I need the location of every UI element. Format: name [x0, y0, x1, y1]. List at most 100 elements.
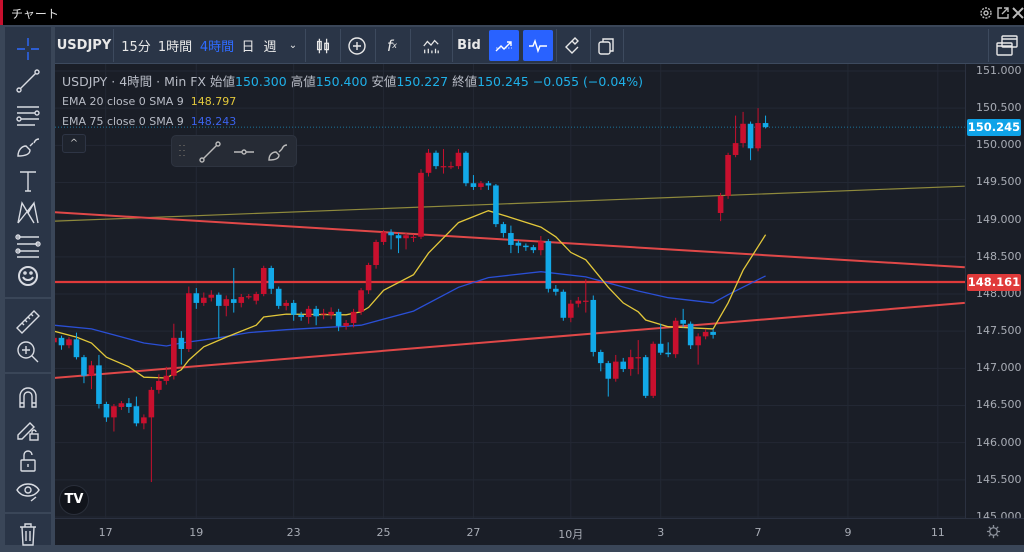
candle	[335, 308, 342, 332]
unlock-icon[interactable]	[14, 447, 42, 475]
ruler-icon[interactable]	[14, 308, 42, 336]
brush-tool-icon[interactable]	[266, 140, 290, 164]
horizontal-lines-icon[interactable]	[14, 101, 42, 129]
candle-body	[553, 288, 559, 292]
crosshair-icon[interactable]	[14, 35, 42, 63]
candle-body	[642, 357, 649, 396]
candle	[403, 233, 409, 250]
trend-line-icon[interactable]	[14, 67, 42, 95]
candle-body	[410, 236, 417, 238]
interval-dropdown-chevron-icon[interactable]: ⌄	[288, 40, 298, 51]
price-source-button[interactable]: Bid	[457, 38, 481, 53]
magnet-icon[interactable]	[14, 383, 42, 411]
time-tick-label: 9	[844, 526, 852, 539]
layout-switch-icon[interactable]	[993, 27, 1021, 64]
candle	[732, 115, 739, 158]
candle	[695, 333, 701, 365]
ema75-value: 148.243	[190, 115, 237, 128]
drag-handle-icon[interactable]	[177, 143, 187, 159]
lock-drawing-icon[interactable]	[14, 415, 42, 443]
text-icon[interactable]	[14, 167, 42, 195]
zoom-in-icon[interactable]	[14, 338, 42, 366]
candle-body	[141, 417, 147, 424]
candle-body	[582, 300, 589, 302]
candle-body	[380, 232, 387, 242]
price-tick-label: 146.000	[976, 435, 1022, 449]
candle	[380, 230, 387, 245]
close-icon[interactable]	[1011, 5, 1024, 19]
candle	[538, 236, 544, 256]
candle	[126, 398, 132, 413]
copy-icon[interactable]	[591, 27, 621, 64]
symbol-button[interactable]: USDJPY	[56, 38, 112, 53]
pulse-toggle-icon[interactable]	[523, 30, 553, 61]
candle	[305, 305, 312, 324]
candle	[388, 229, 394, 250]
interval-4h[interactable]: 4時間	[199, 40, 235, 55]
candle-body	[627, 357, 634, 370]
candle	[493, 183, 499, 228]
price-tick-label: 148.500	[976, 249, 1022, 263]
ema20-legend[interactable]: EMA 20 close 0 SMA 9 148.797	[62, 95, 237, 108]
candle	[298, 311, 304, 321]
brush-icon[interactable]	[558, 27, 588, 64]
tradingview-logo[interactable]: TV	[59, 485, 89, 515]
eye-icon[interactable]	[14, 477, 42, 505]
candle-body	[245, 296, 252, 298]
indicator-templates-icon[interactable]	[416, 27, 446, 64]
axis-settings-icon[interactable]	[986, 524, 1001, 539]
candle	[478, 181, 484, 190]
time-tick-label: 10月	[558, 528, 584, 541]
add-compare-icon[interactable]	[343, 27, 371, 64]
pattern-icon[interactable]	[14, 199, 42, 227]
brush-draw-icon[interactable]	[14, 133, 42, 161]
candle	[66, 337, 72, 349]
fib-icon[interactable]	[14, 232, 42, 260]
candle-body	[635, 357, 642, 359]
interval-1h[interactable]: 1時間	[157, 40, 193, 55]
candle-body	[290, 302, 297, 315]
candle	[612, 354, 619, 382]
candle-body	[433, 152, 439, 167]
candle-body	[455, 152, 462, 167]
time-axis[interactable]: 17 19 23 25 27 10月 3 7 9 11	[55, 518, 1024, 545]
candle-body	[133, 406, 140, 424]
high-label: 高値	[290, 74, 316, 89]
candle-body	[672, 320, 679, 355]
candle	[410, 234, 417, 242]
candle	[590, 295, 597, 357]
interval-day[interactable]: 日	[241, 40, 255, 55]
candle	[500, 221, 507, 238]
candle	[425, 149, 432, 177]
line-tool-icon[interactable]	[198, 140, 222, 164]
candle-body	[470, 183, 477, 187]
horizontal-ray-icon[interactable]	[232, 140, 256, 164]
low-value: 150.227	[396, 74, 449, 89]
price-axis[interactable]: 151.000 150.500 150.000 149.500 149.000 148.5…	[965, 64, 1024, 523]
candle	[650, 341, 656, 399]
candle	[283, 299, 289, 311]
collapse-legend-button[interactable]: ^	[62, 134, 86, 153]
close-label: 終値	[452, 74, 478, 89]
ema75-legend[interactable]: EMA 75 close 0 SMA 9 148.243	[62, 115, 237, 128]
candle-body	[163, 375, 170, 381]
emoji-icon[interactable]	[14, 262, 42, 290]
gear-icon[interactable]	[979, 5, 993, 19]
candle-body	[403, 235, 409, 239]
trend-toggle-icon[interactable]	[489, 30, 519, 61]
candle	[508, 225, 514, 254]
candle-type-icon[interactable]	[309, 27, 337, 64]
candle-body	[208, 294, 215, 298]
candle	[290, 299, 297, 321]
candle	[73, 332, 80, 360]
popout-icon[interactable]	[996, 5, 1010, 19]
candle	[350, 308, 357, 328]
candle	[141, 414, 147, 430]
interval-15m[interactable]: 15分	[121, 40, 151, 55]
price-tick-label: 150.500	[976, 101, 1022, 115]
candle-body	[201, 297, 207, 303]
interval-week[interactable]: 週	[263, 40, 277, 55]
